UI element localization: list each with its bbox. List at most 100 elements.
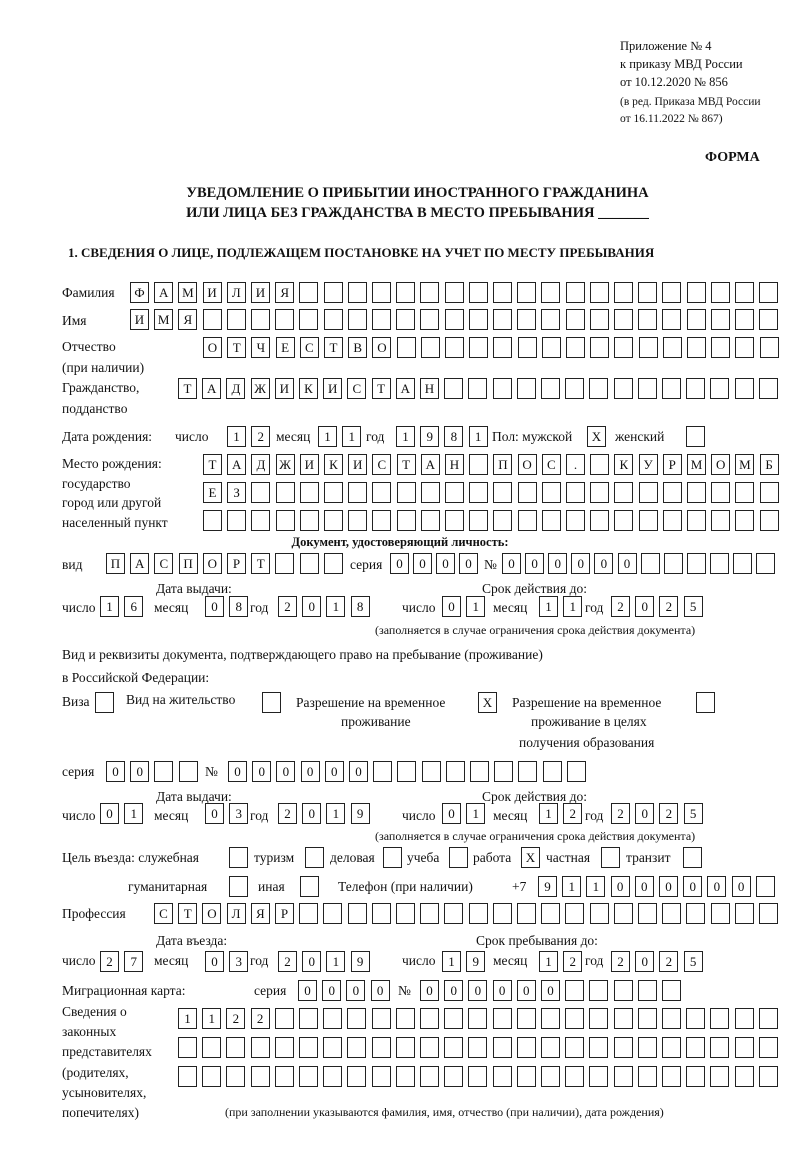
cell-profession[interactable] [420, 903, 440, 924]
checkbox-p-transit[interactable] [683, 847, 702, 868]
cell-birth-place-3[interactable] [662, 510, 682, 531]
cell-mc-number[interactable]: 0 [541, 980, 560, 1001]
cell-patronymic[interactable]: В [348, 337, 368, 358]
cell-rep-3[interactable] [178, 1066, 197, 1087]
cell-birth-place-3[interactable] [348, 510, 368, 531]
checkbox-p-service[interactable] [229, 847, 248, 868]
cell-right-valid-year[interactable]: 2 [659, 803, 679, 824]
cell-doc-number[interactable]: 0 [594, 553, 614, 574]
cell-patronymic[interactable] [735, 337, 755, 358]
cell-birth-place-2[interactable] [299, 482, 319, 503]
cell-rep-3[interactable] [541, 1066, 560, 1087]
cell-birth-place-1[interactable]: К [324, 454, 343, 475]
cell-profession[interactable]: Р [275, 903, 294, 924]
cell-patronymic[interactable]: С [299, 337, 319, 358]
cell-surname[interactable]: И [202, 282, 222, 303]
cell-doc-kind[interactable] [323, 553, 343, 574]
cell-patronymic[interactable] [566, 337, 585, 358]
cell-rep-1[interactable] [347, 1008, 367, 1029]
cell-birth-place-2[interactable] [420, 482, 440, 503]
cell-birth-place-2[interactable] [590, 482, 610, 503]
cell-name[interactable] [347, 309, 367, 330]
cell-profession[interactable]: Т [178, 903, 198, 924]
cell-rep-1[interactable] [662, 1008, 681, 1029]
checkbox-temp-residence[interactable]: X [478, 692, 497, 713]
cell-citizenship[interactable] [468, 378, 488, 399]
cell-rep-2[interactable] [734, 1037, 754, 1058]
cell-surname[interactable]: Я [275, 282, 295, 303]
cell-birth-place-1[interactable]: М [735, 454, 755, 475]
cell-right-series[interactable] [178, 761, 198, 782]
cell-right-number[interactable] [470, 761, 489, 782]
cell-entry-day[interactable]: 7 [124, 951, 144, 972]
cell-right-issue-year[interactable]: 9 [350, 803, 370, 824]
cell-doc-issue-day[interactable]: 1 [100, 596, 119, 617]
cell-surname[interactable]: И [251, 282, 270, 303]
cell-patronymic[interactable]: Т [227, 337, 247, 358]
cell-birth-place-2[interactable] [662, 482, 682, 503]
cell-birth-place-3[interactable] [735, 510, 755, 531]
cell-mc-number[interactable]: 0 [492, 980, 512, 1001]
cell-rep-1[interactable] [371, 1008, 391, 1029]
cell-rep-3[interactable] [565, 1066, 585, 1087]
cell-right-valid-day[interactable]: 0 [442, 803, 461, 824]
cell-rep-3[interactable] [347, 1066, 367, 1087]
cell-rep-3[interactable] [395, 1066, 415, 1087]
cell-name[interactable] [638, 309, 658, 330]
cell-stay-year[interactable]: 2 [659, 951, 679, 972]
cell-birth-place-1[interactable]: Ж [275, 454, 295, 475]
cell-rep-1[interactable] [734, 1008, 754, 1029]
cell-doc-valid-year[interactable]: 2 [611, 596, 630, 617]
cell-stay-month[interactable]: 1 [539, 951, 558, 972]
cell-mc-number[interactable]: 0 [516, 980, 536, 1001]
cell-patronymic[interactable] [396, 337, 416, 358]
cell-right-number[interactable] [542, 761, 562, 782]
cell-phone[interactable]: 0 [731, 876, 751, 897]
cell-right-valid-year[interactable]: 5 [683, 803, 703, 824]
cell-name[interactable] [493, 309, 512, 330]
cell-surname[interactable] [396, 282, 416, 303]
cell-doc-valid-year[interactable]: 2 [659, 596, 679, 617]
cell-birth-place-2[interactable] [348, 482, 368, 503]
cell-doc-valid-month[interactable]: 1 [563, 596, 583, 617]
cell-birth-place-3[interactable] [420, 510, 440, 531]
cell-name[interactable] [614, 309, 633, 330]
cell-doc-number[interactable] [709, 553, 729, 574]
cell-mc-number[interactable]: 0 [468, 980, 488, 1001]
cell-surname[interactable] [638, 282, 658, 303]
cell-birth-place-2[interactable] [517, 482, 537, 503]
cell-rep-3[interactable] [226, 1066, 246, 1087]
cell-birth-place-2[interactable] [469, 482, 489, 503]
cell-name[interactable]: Я [178, 309, 198, 330]
cell-rep-1[interactable] [686, 1008, 706, 1029]
cell-right-series[interactable]: 0 [130, 761, 150, 782]
cell-rep-3[interactable] [274, 1066, 294, 1087]
cell-right-issue-year[interactable]: 2 [278, 803, 297, 824]
cell-citizenship[interactable] [516, 378, 536, 399]
cell-patronymic[interactable]: О [203, 337, 222, 358]
cell-mc-number[interactable] [589, 980, 609, 1001]
cell-patronymic[interactable] [517, 337, 537, 358]
cell-surname[interactable] [589, 282, 609, 303]
cell-profession[interactable] [759, 903, 778, 924]
cell-surname[interactable] [323, 282, 343, 303]
cell-doc-valid-day[interactable]: 1 [466, 596, 486, 617]
checkbox-p-work[interactable]: X [521, 847, 540, 868]
cell-birth-place-2[interactable] [687, 482, 706, 503]
cell-rep-2[interactable] [420, 1037, 439, 1058]
cell-entry-day[interactable]: 2 [100, 951, 119, 972]
cell-birth-place-1[interactable]: О [517, 454, 537, 475]
cell-surname[interactable] [662, 282, 682, 303]
cell-citizenship[interactable] [492, 378, 512, 399]
cell-birth-place-3[interactable] [493, 510, 513, 531]
cell-rep-2[interactable] [299, 1037, 318, 1058]
cell-rep-3[interactable] [250, 1066, 270, 1087]
cell-profession[interactable] [492, 903, 512, 924]
cell-surname[interactable] [372, 282, 391, 303]
cell-right-issue-month[interactable]: 0 [205, 803, 224, 824]
cell-rep-2[interactable] [516, 1037, 536, 1058]
cell-right-number[interactable]: 0 [252, 761, 272, 782]
cell-profession[interactable] [396, 903, 415, 924]
cell-surname[interactable] [299, 282, 319, 303]
cell-profession[interactable] [323, 903, 343, 924]
